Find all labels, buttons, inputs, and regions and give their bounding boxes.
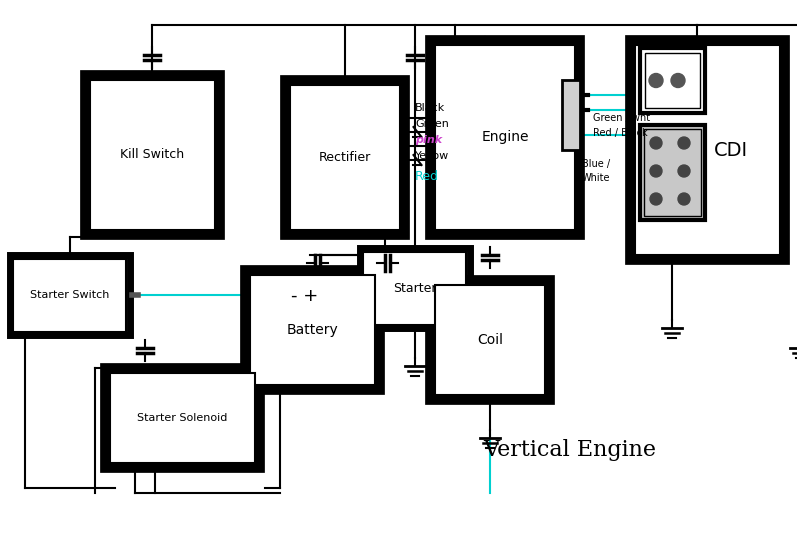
- Bar: [640, 48, 705, 113]
- Circle shape: [650, 165, 662, 177]
- Bar: [14, 259, 127, 331]
- Text: Coil: Coil: [477, 333, 503, 347]
- Text: Vertical Engine: Vertical Engine: [484, 439, 657, 461]
- Bar: [562, 80, 580, 150]
- Bar: [640, 125, 705, 220]
- Text: Starter: Starter: [393, 281, 437, 295]
- Bar: [430, 280, 550, 400]
- Bar: [630, 40, 785, 260]
- Bar: [290, 85, 400, 230]
- Text: pink: pink: [415, 135, 442, 145]
- Text: - +: - +: [291, 287, 318, 305]
- Text: White: White: [582, 173, 611, 183]
- Bar: [110, 373, 255, 463]
- Text: Battery: Battery: [287, 323, 339, 337]
- Circle shape: [650, 137, 662, 149]
- Bar: [360, 248, 470, 328]
- Circle shape: [678, 137, 690, 149]
- Text: Starter Solenoid: Starter Solenoid: [137, 413, 228, 423]
- Text: Red: Red: [415, 170, 439, 182]
- Bar: [245, 270, 380, 390]
- Bar: [10, 255, 130, 335]
- Bar: [645, 53, 700, 108]
- Text: Kill Switch: Kill Switch: [120, 148, 185, 161]
- Circle shape: [650, 193, 662, 205]
- Bar: [90, 80, 215, 230]
- Text: Starter Switch: Starter Switch: [30, 290, 110, 300]
- Bar: [85, 75, 220, 235]
- Bar: [435, 285, 545, 395]
- Bar: [250, 275, 375, 385]
- Circle shape: [671, 73, 685, 87]
- Bar: [285, 80, 405, 235]
- Bar: [644, 129, 701, 216]
- Text: Rectifier: Rectifier: [319, 151, 371, 164]
- Bar: [105, 368, 260, 468]
- Bar: [635, 45, 780, 255]
- Text: Green: Green: [415, 119, 449, 129]
- Circle shape: [649, 73, 663, 87]
- Circle shape: [678, 165, 690, 177]
- Text: Engine: Engine: [481, 131, 528, 145]
- Text: Green / wht: Green / wht: [593, 113, 650, 123]
- Text: CDI: CDI: [713, 141, 748, 160]
- Text: Yellow: Yellow: [415, 151, 450, 161]
- Text: Blue /: Blue /: [582, 159, 611, 169]
- Text: Black: Black: [415, 103, 446, 113]
- Bar: [363, 251, 466, 325]
- Bar: [430, 40, 580, 235]
- Bar: [435, 45, 575, 230]
- Circle shape: [678, 193, 690, 205]
- Text: Red / Black: Red / Black: [593, 128, 648, 138]
